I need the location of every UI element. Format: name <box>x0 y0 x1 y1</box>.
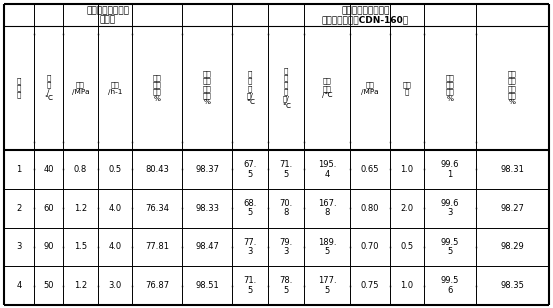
Text: 作条件: 作条件 <box>100 15 116 25</box>
Text: 98.47: 98.47 <box>195 242 219 251</box>
Text: 3.0: 3.0 <box>108 281 122 290</box>
Text: 77.81: 77.81 <box>145 242 169 251</box>
Text: 1.2: 1.2 <box>74 204 87 213</box>
Text: 60: 60 <box>43 204 54 213</box>
Text: 79.
3: 79. 3 <box>279 238 293 256</box>
Text: 98.51: 98.51 <box>195 281 219 290</box>
Text: 0.80: 0.80 <box>361 204 379 213</box>
Text: 78.
5: 78. 5 <box>279 277 293 295</box>
Text: 3: 3 <box>16 242 22 251</box>
Text: 99.6
1: 99.6 1 <box>441 160 459 179</box>
Text: 70.
8: 70. 8 <box>279 199 293 217</box>
Text: 99.6
3: 99.6 3 <box>441 199 459 217</box>
Text: 0.75: 0.75 <box>361 281 379 290</box>
Text: 1: 1 <box>17 165 22 174</box>
Text: 反
应
段
温
度/
℃: 反 应 段 温 度/ ℃ <box>282 67 290 109</box>
Text: 空速
/h-1: 空速 /h-1 <box>108 81 122 95</box>
Text: 68.
5: 68. 5 <box>243 199 257 217</box>
Text: 压力
/MPa: 压力 /MPa <box>361 81 379 95</box>
Text: （模块化催化剂CDN-160）: （模块化催化剂CDN-160） <box>322 15 409 25</box>
Text: 195.
4: 195. 4 <box>318 160 336 179</box>
Text: 异丁
烯转
化率
%: 异丁 烯转 化率 % <box>446 74 455 102</box>
Text: 2: 2 <box>17 204 22 213</box>
Text: 1.5: 1.5 <box>74 242 87 251</box>
Text: 异丁
烯转
化率
%: 异丁 烯转 化率 % <box>153 74 161 102</box>
Text: 0.65: 0.65 <box>361 165 379 174</box>
Text: 77.
3: 77. 3 <box>243 238 257 256</box>
Text: 98.29: 98.29 <box>500 242 524 251</box>
Text: 189.
5: 189. 5 <box>318 238 336 256</box>
Text: 98.33: 98.33 <box>195 204 219 213</box>
Text: 固定床反应器操作: 固定床反应器操作 <box>86 6 129 15</box>
Text: 98.37: 98.37 <box>195 165 219 174</box>
Text: 4: 4 <box>17 281 22 290</box>
Text: 2.0: 2.0 <box>400 204 414 213</box>
Text: 90: 90 <box>43 242 54 251</box>
Text: 塔釜
温度
/℃: 塔釜 温度 /℃ <box>322 78 332 98</box>
Text: 实
施
例: 实 施 例 <box>17 78 21 99</box>
Text: 98.27: 98.27 <box>500 204 524 213</box>
Text: 压力
/MPa: 压力 /MPa <box>72 81 90 95</box>
Text: 回流
比: 回流 比 <box>403 81 411 95</box>
Text: 4.0: 4.0 <box>108 242 122 251</box>
Text: 167.
8: 167. 8 <box>317 199 336 217</box>
Text: 177.
5: 177. 5 <box>317 277 336 295</box>
Text: 71.
5: 71. 5 <box>243 277 257 295</box>
Text: 催化蒸馏塔操作条件: 催化蒸馏塔操作条件 <box>341 6 390 15</box>
Text: 温
度
/
℃: 温 度 / ℃ <box>44 75 53 101</box>
Text: 99.5
6: 99.5 6 <box>441 277 459 295</box>
Text: 76.87: 76.87 <box>145 281 169 290</box>
Text: 0.8: 0.8 <box>74 165 87 174</box>
Text: 二聚
异丁
烯选
择性
%: 二聚 异丁 烯选 择性 % <box>508 71 517 105</box>
Text: 0.5: 0.5 <box>400 242 414 251</box>
Text: 塔
顶
温
度/
℃: 塔 顶 温 度/ ℃ <box>246 71 254 105</box>
Text: 76.34: 76.34 <box>145 204 169 213</box>
Text: 71.
5: 71. 5 <box>279 160 293 179</box>
Text: 67.
5: 67. 5 <box>243 160 257 179</box>
Text: 40: 40 <box>43 165 54 174</box>
Text: 99.5
5: 99.5 5 <box>441 238 459 256</box>
Text: 50: 50 <box>43 281 54 290</box>
Text: 4.0: 4.0 <box>108 204 122 213</box>
Text: 1.0: 1.0 <box>400 281 414 290</box>
Text: 0.5: 0.5 <box>108 165 122 174</box>
Text: 98.31: 98.31 <box>500 165 524 174</box>
Text: 1.2: 1.2 <box>74 281 87 290</box>
Text: 80.43: 80.43 <box>145 165 169 174</box>
Text: 0.70: 0.70 <box>361 242 379 251</box>
Text: 98.35: 98.35 <box>500 281 524 290</box>
Text: 二聚
异丁
烯选
择性
%: 二聚 异丁 烯选 择性 % <box>202 71 211 105</box>
Text: 1.0: 1.0 <box>400 165 414 174</box>
